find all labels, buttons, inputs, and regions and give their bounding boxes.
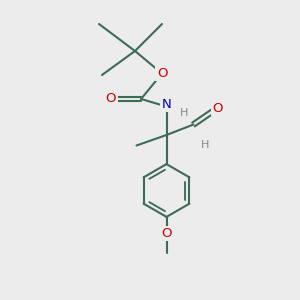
Text: H: H bbox=[201, 140, 210, 151]
Text: O: O bbox=[212, 101, 223, 115]
Text: O: O bbox=[157, 67, 167, 80]
Text: O: O bbox=[161, 227, 172, 240]
Text: O: O bbox=[106, 92, 116, 106]
Text: H: H bbox=[180, 107, 189, 118]
Text: N: N bbox=[162, 98, 171, 111]
